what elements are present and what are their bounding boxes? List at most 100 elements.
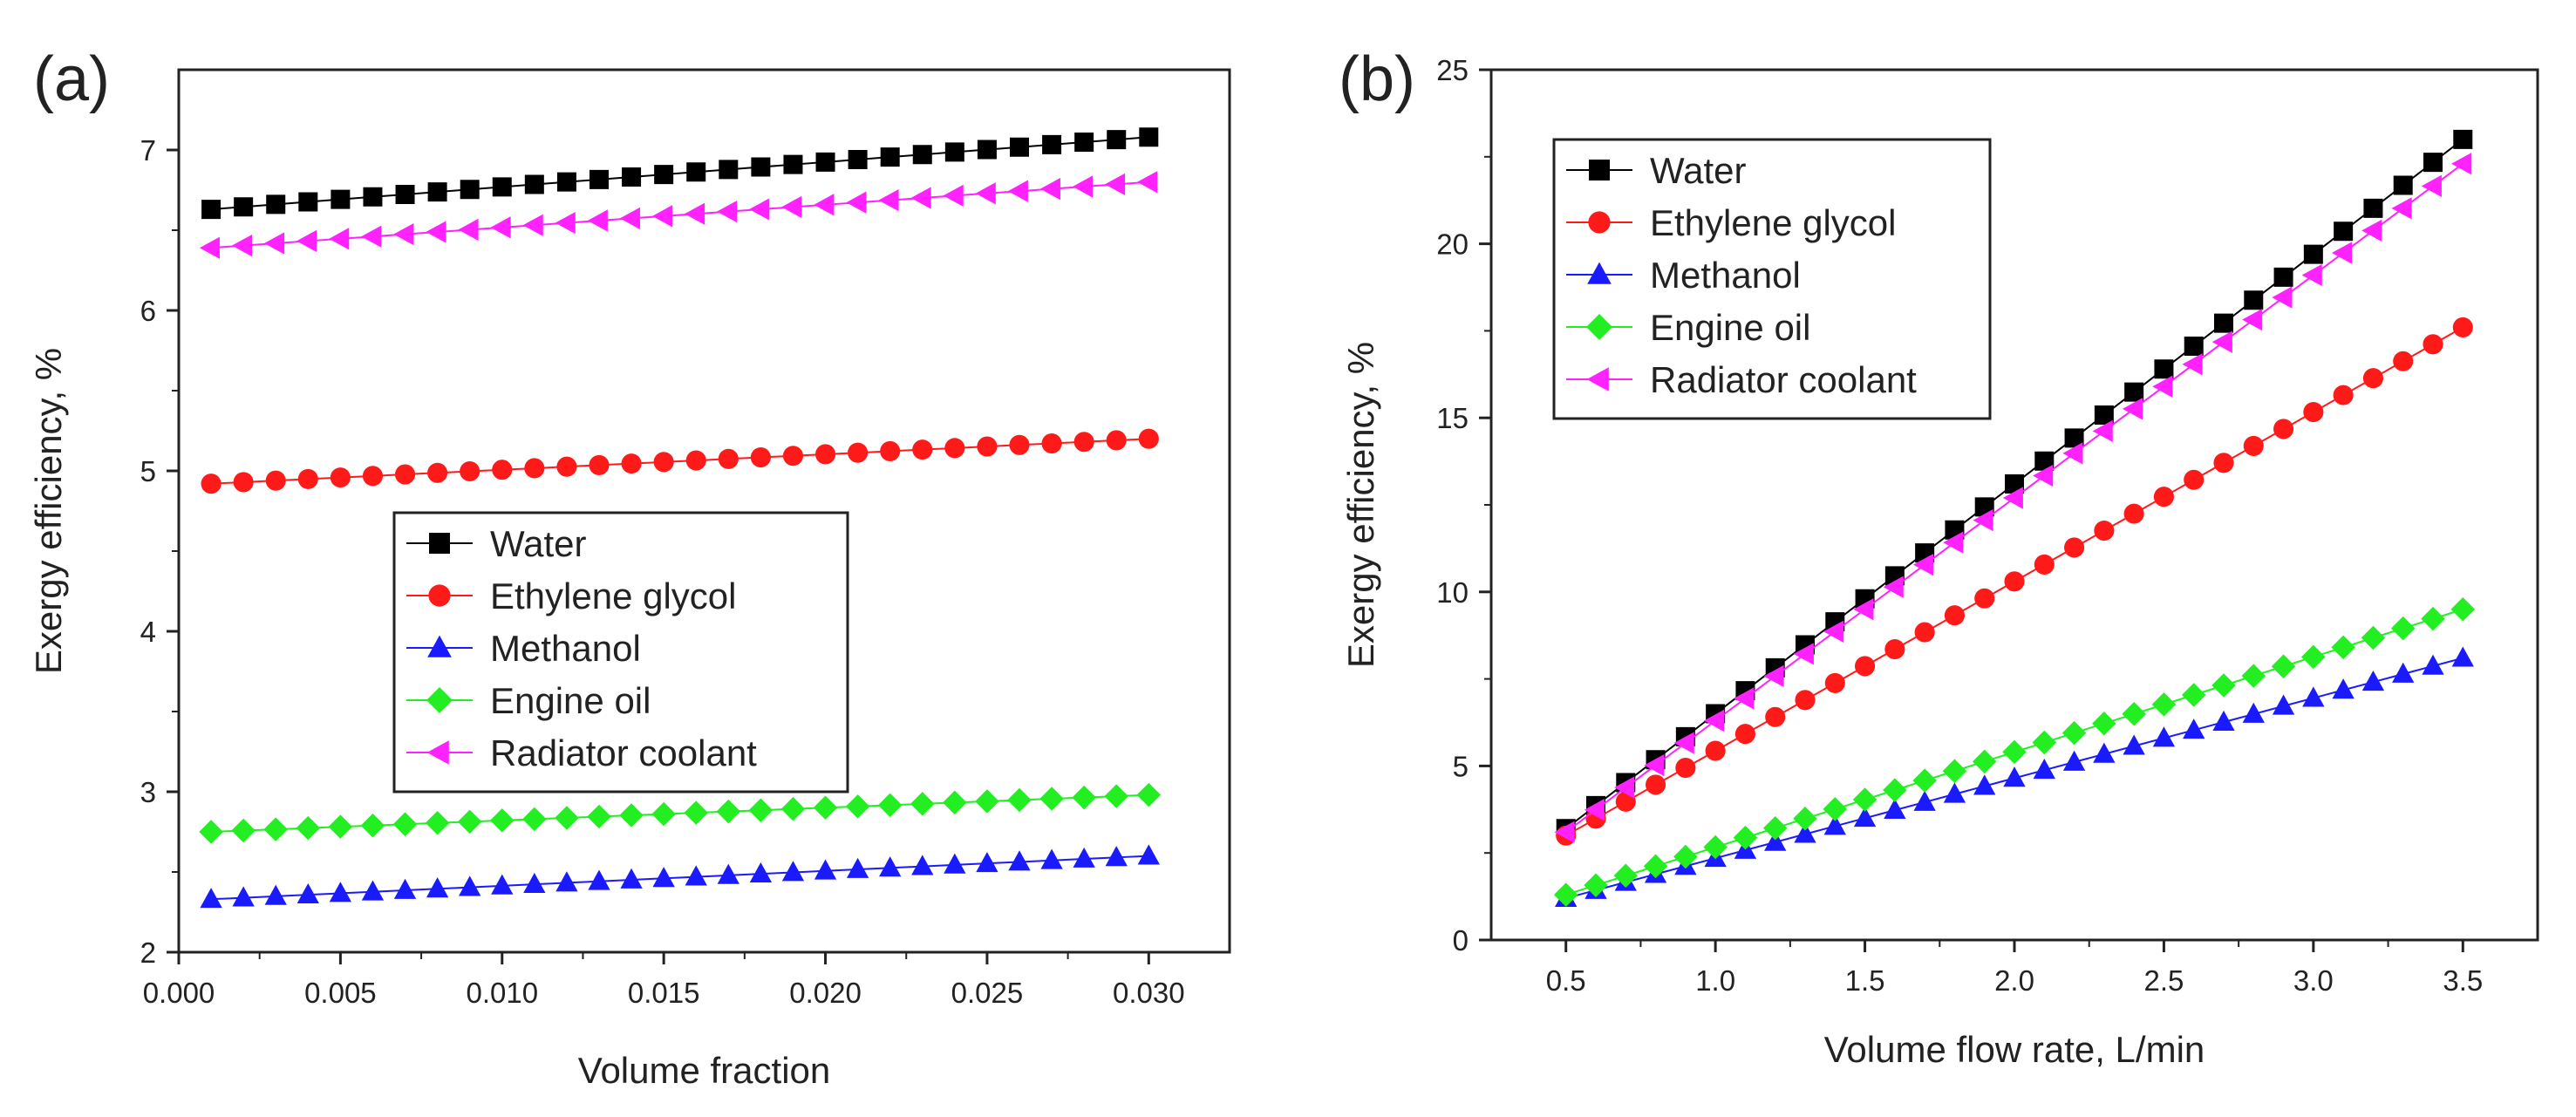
data-point-engine-oil [943,790,967,815]
data-point-ethylene-glycol [653,452,674,473]
data-point-ethylene-glycol [297,468,318,489]
data-point-radiator-coolant [1584,799,1605,821]
data-point-radiator-coolant [587,209,608,232]
series-line-water [211,136,1149,211]
data-point-radiator-coolant [1703,709,1725,732]
series-radiator-coolant [199,171,1158,259]
data-point-water [751,157,771,177]
data-point-radiator-coolant [1793,643,1814,665]
x-tick-label: 0.005 [304,977,377,1009]
data-point-radiator-coolant [2421,174,2442,197]
legend-box [392,511,849,793]
data-point-radiator-coolant [814,194,835,216]
data-point-ethylene-glycol [2123,503,2144,524]
data-point-ethylene-glycol [814,444,836,465]
data-point-methanol [2033,758,2055,780]
series-ethylene-glycol [201,428,1159,494]
data-point-methanol [1105,846,1128,867]
legend-label: Methanol [1650,255,1801,296]
legend-marker-water [429,533,450,554]
data-point-water [524,174,544,194]
data-point-radiator-coolant [717,200,738,223]
data-point-engine-oil [1039,787,1064,811]
data-point-radiator-coolant [651,205,673,228]
data-point-engine-oil [975,789,999,814]
data-point-ethylene-glycol [1106,430,1127,451]
y-tick-label: 0 [1453,924,1469,957]
x-tick-label: 3.5 [2443,964,2483,997]
data-point-water [1107,130,1127,150]
series-line-radiator-coolant [211,180,1149,249]
y-axis-title: Exergy efficiency, % [28,348,69,674]
data-point-engine-oil [199,820,223,844]
data-point-engine-oil [2271,654,2296,678]
data-point-methanol [717,863,739,884]
data-point-radiator-coolant [1853,598,1874,621]
data-point-methanol [2451,646,2474,667]
data-point-engine-oil [490,808,515,833]
data-point-water [2303,244,2323,264]
data-point-engine-oil [2301,644,2326,670]
data-point-engine-oil [1912,768,1937,793]
data-point-water [363,187,383,207]
data-point-engine-oil [328,814,353,839]
data-point-ethylene-glycol [1944,605,1965,626]
data-point-methanol [685,865,707,886]
data-point-water [2273,267,2293,287]
data-point-water [912,145,932,165]
data-point-methanol [393,878,417,899]
data-point-ethylene-glycol [1009,434,1030,455]
data-point-engine-oil [1643,854,1668,879]
legend-marker-engine-oil [426,687,453,713]
data-point-ethylene-glycol [1615,791,1636,812]
data-point-methanol [1973,774,1996,795]
data-point-ethylene-glycol [201,473,221,494]
data-point-ethylene-glycol [848,442,869,463]
data-point-ethylene-glycol [718,448,739,469]
data-point-water [2334,221,2354,242]
data-point-methanol [2392,662,2415,683]
data-point-ethylene-glycol [2303,401,2324,423]
data-point-water [719,160,739,180]
y-axis-title: Exergy efficiency, % [1340,342,1381,668]
legend-label: Ethylene glycol [1650,202,1897,243]
y-tick-label: 3 [140,776,156,808]
data-point-radiator-coolant [1673,732,1694,754]
data-point-methanol [1137,844,1160,865]
data-point-engine-oil [522,807,547,832]
data-point-ethylene-glycol [621,453,642,474]
data-point-engine-oil [296,815,321,841]
data-point-ethylene-glycol [2452,317,2473,337]
data-point-ethylene-glycol [330,467,351,488]
data-point-water [622,167,642,187]
data-point-ethylene-glycol [524,458,545,479]
data-point-ethylene-glycol [1734,724,1755,745]
y-tick-label: 15 [1436,402,1469,434]
data-point-water [2034,451,2055,471]
data-point-water [1139,127,1159,147]
data-point-methanol [976,851,998,873]
y-tick-label: 20 [1436,228,1469,261]
data-point-water [234,197,254,217]
data-point-radiator-coolant [2033,464,2054,487]
data-point-radiator-coolant [2272,286,2293,309]
data-point-radiator-coolant [1734,687,1755,710]
data-point-ethylene-glycol [460,460,480,482]
data-point-methanol [426,877,449,898]
data-point-engine-oil [2241,664,2266,688]
data-point-engine-oil [877,793,903,818]
data-point-ethylene-glycol [2243,435,2264,456]
chart-panel-a: (a) 0.000 0.005 0.010 0.015 0.020 0.025 0.030 2 3… [28,44,1231,1091]
y-tick-label: 7 [140,134,156,167]
data-point-water [201,200,221,220]
series-water [201,127,1159,220]
data-point-methanol [1040,848,1063,869]
legend: Water Ethylene glycol Methanol Engine oil Ra… [1552,138,1992,420]
data-point-radiator-coolant [781,195,802,219]
series-line-methanol [211,855,1149,901]
data-point-methanol [2212,710,2235,732]
data-point-methanol [2272,694,2295,715]
data-point-water [2064,428,2084,448]
data-point-radiator-coolant [1912,554,1934,576]
data-point-ethylene-glycol [880,440,901,461]
